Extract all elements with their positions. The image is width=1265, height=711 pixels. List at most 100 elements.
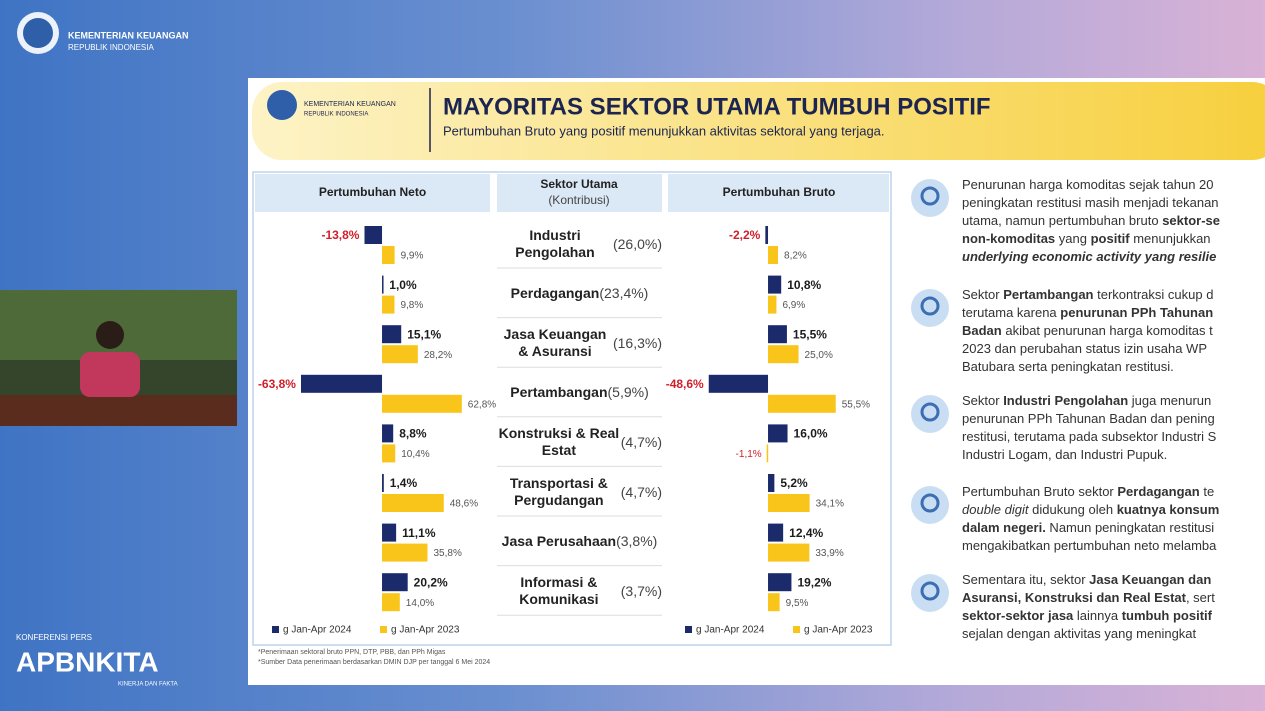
sector-name: Industri Pengolahan (515, 227, 595, 260)
bullet-icon-inner (920, 402, 940, 422)
sector-cell: Informasi & Komunikasi (3,7%) (497, 567, 662, 615)
table-header: Sektor Utama (540, 177, 618, 191)
bar (768, 523, 784, 542)
bullet-line: Pertumbuhan Bruto sektor Perdagangan te (962, 483, 1214, 501)
bullet-run: Batubara serta peningkatan restitusi. (962, 359, 1174, 374)
value-label: 14,0% (406, 598, 434, 609)
table-frame (252, 171, 892, 646)
value-label: -48,6% (666, 377, 704, 391)
bullet-run: mengakibatkan pertumbuhan neto melamba (962, 538, 1217, 553)
bar (382, 394, 462, 413)
table-subheader: (Kontribusi) (548, 193, 609, 207)
header-cell (497, 174, 662, 212)
bar (766, 444, 769, 463)
bullet-line: dalam negeri. Namun peningkatan restitus… (962, 519, 1214, 537)
bar (768, 573, 792, 592)
bar (768, 246, 779, 264)
bullet-icon (911, 395, 949, 433)
bar (768, 275, 782, 294)
value-label: 6,9% (782, 300, 805, 311)
sector-name: Perdagangan (510, 285, 600, 302)
bar (768, 543, 810, 562)
legend-label: g Jan-Apr 2024 (696, 625, 765, 636)
bullet-run: Asuransi, Konstruksi dan Real Estat (962, 590, 1186, 605)
bullet-line: non-komoditas yang positif menunjukkan (962, 230, 1211, 248)
value-label: 33,9% (815, 548, 843, 559)
bar (382, 573, 408, 592)
video-person (96, 321, 124, 349)
bar (382, 444, 396, 463)
sector-share: (5,9%) (607, 384, 649, 401)
bullet-run: te (1199, 484, 1215, 499)
value-label: 1,0% (389, 278, 417, 292)
value-label: 10,4% (401, 449, 429, 460)
header-cell (255, 174, 490, 212)
sector-share: (3,8%) (616, 533, 658, 550)
bullet-run: terutama karena (962, 305, 1061, 320)
legend-label: g Jan-Apr 2023 (804, 625, 873, 636)
sector-share: (26,0%) (612, 235, 662, 252)
bullet-run: utama, namun pertumbuhan bruto (962, 213, 1163, 228)
value-label: 5,2% (780, 476, 808, 490)
bullet-run: Pertumbuhan Bruto sektor (962, 484, 1118, 499)
sector-share: (3,7%) (620, 582, 662, 599)
value-label: 11,1% (402, 526, 436, 540)
bullet-line: Badan akibat penurunan harga komoditas t (962, 322, 1213, 340)
bullet-run: Sektor (962, 287, 1004, 302)
footnote: *Sumber Data penerimaan berdasarkan DMIN… (258, 659, 490, 666)
bullet-line: penurunan PPh Tahunan Badan dan pening (962, 410, 1215, 428)
logo-inner (23, 18, 53, 48)
bullet-icon-inner (920, 186, 940, 206)
value-label: 28,2% (424, 350, 452, 361)
chart-title: Pertumbuhan Neto (319, 185, 426, 199)
bullet-run: Industri Logam, dan Industri Pupuk. (962, 447, 1168, 462)
value-label: -2,2% (729, 228, 761, 242)
sector-cell: Pertambangan (5,9%) (497, 369, 662, 417)
bullet-run: dalam negeri. (962, 520, 1046, 535)
bar (382, 246, 395, 264)
bar (382, 474, 384, 492)
bar (382, 275, 384, 294)
bullet-run: tumbuh positif (1121, 608, 1212, 623)
bullet-run: positif (1090, 231, 1130, 246)
bullet-run: yang (1055, 231, 1091, 246)
bullet-line: Sementara itu, sektor Jasa Keuangan dan (962, 571, 1211, 589)
bullet-run: menunjukkan (1129, 231, 1211, 246)
tagline: KINERJA DAN FAKTA (118, 682, 178, 688)
bar (382, 543, 428, 562)
legend-swatch (685, 626, 692, 633)
bar (768, 474, 775, 492)
bar (768, 345, 799, 364)
bullet-line: double digit didukung oleh kuatnya konsu… (962, 501, 1219, 519)
bullet-line: terutama karena penurunan PPh Tahunan (962, 304, 1213, 322)
slide-subtitle: Pertumbuhan Bruto yang positif menunjukk… (443, 123, 885, 138)
bullet-line: peningkatan restitusi masih menjadi teka… (962, 194, 1219, 212)
org: KEMENTERIAN KEUANGAN (68, 30, 189, 40)
bullet-run: penurunan PPh Tahunan (1060, 305, 1214, 320)
bar (768, 424, 788, 443)
bullet-run: Penurunan harga komoditas sejak tahun 20 (962, 177, 1214, 192)
legend-swatch (793, 626, 800, 633)
bar (382, 325, 402, 344)
sector-share: (4,7%) (620, 433, 662, 450)
legend-swatch (380, 626, 387, 633)
value-label: -1,1% (736, 449, 762, 460)
bullet-run: Industri Pengolahan (1003, 393, 1129, 408)
bullet-line: 2023 dan perubahan status izin usaha WP (962, 340, 1207, 358)
sector-name: Transportasi & Pergudangan (509, 475, 608, 508)
bullet-line: sektor-sektor jasa lainnya tumbuh positi… (962, 607, 1212, 625)
legend-swatch (272, 626, 279, 633)
bullet-run: sektor-se (1162, 213, 1220, 228)
bullet-line: Asuransi, Konstruksi dan Real Estat, ser… (962, 589, 1215, 607)
value-label: 9,9% (401, 251, 424, 262)
value-label: -63,8% (258, 377, 296, 391)
bullet-run: 2023 dan perubahan status izin usaha WP (962, 341, 1208, 356)
org-sub: REPUBLIK INDONESIA (68, 43, 154, 52)
sector-name: Pertambangan (510, 384, 608, 401)
bullet-run: Perdagangan (1117, 484, 1200, 499)
bar (382, 523, 397, 542)
sector-name: Jasa Perusahaan (501, 533, 617, 550)
value-label: 16,0% (794, 427, 828, 441)
bar (382, 593, 400, 612)
